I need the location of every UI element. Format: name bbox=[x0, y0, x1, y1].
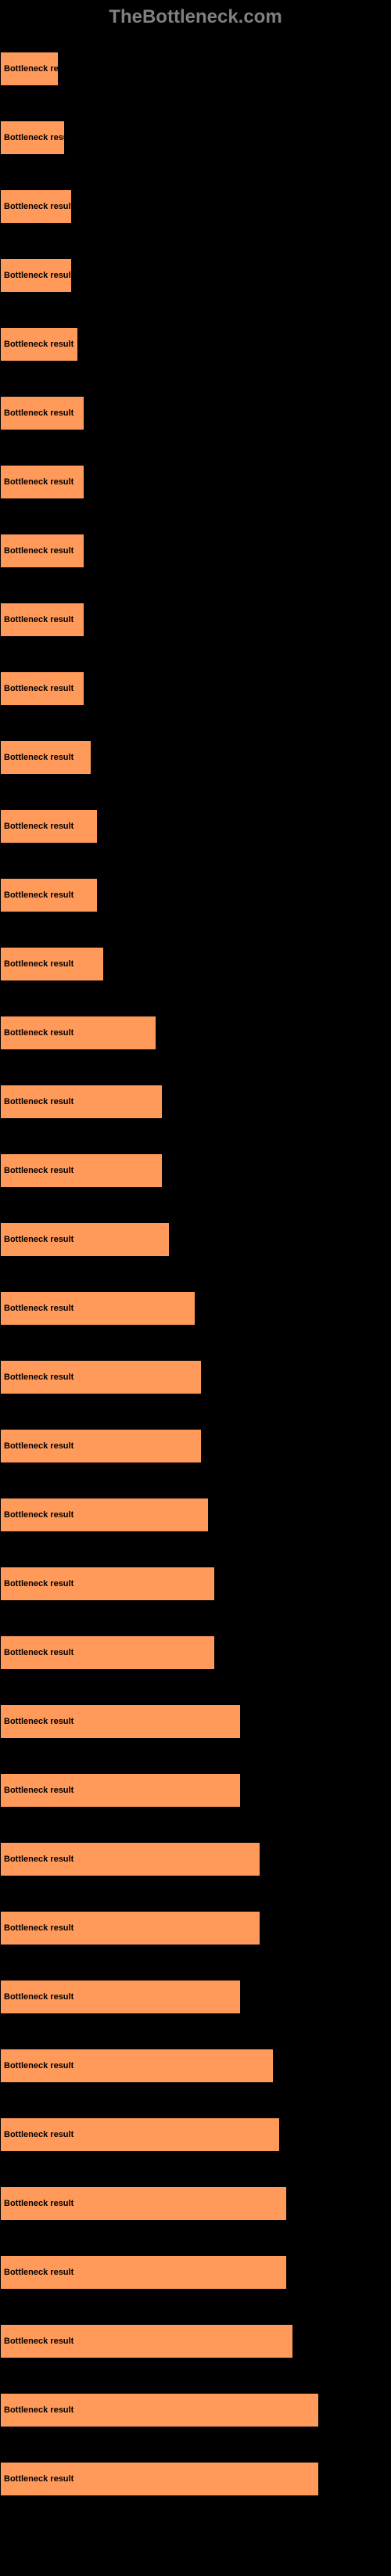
bar-value-label: 49 bbox=[324, 2405, 335, 2416]
bar-row: Bottleneck result bbox=[0, 1894, 391, 1963]
watermark-text: TheBottleneck.com bbox=[0, 0, 391, 34]
bar-row: Bottleneck result 49 bbox=[0, 2376, 391, 2445]
bar-row: Bottleneck result bbox=[0, 2031, 391, 2100]
bar-row: Bottleneck result bbox=[0, 792, 391, 861]
bar: Bottleneck result bbox=[0, 465, 84, 499]
bar: Bottleneck result bbox=[0, 671, 84, 706]
bar: Bottleneck result bbox=[0, 878, 98, 912]
bar: Bottleneck result bbox=[0, 947, 104, 981]
bar: Bottleneck result bbox=[0, 52, 59, 86]
bar: Bottleneck result bbox=[0, 534, 84, 568]
bar-row: Bottleneck result bbox=[0, 103, 391, 172]
bar-row: Bottleneck result 4 bbox=[0, 2169, 391, 2238]
bar: Bottleneck result bbox=[0, 1360, 202, 1394]
bar-row: Bottleneck result bbox=[0, 654, 391, 723]
bar: Bottleneck result bbox=[0, 1911, 260, 1945]
bar-row: Bottleneck result bbox=[0, 585, 391, 654]
bar-row: Bottleneck result bbox=[0, 241, 391, 310]
bar-chart: Bottleneck resultBottleneck resultBottle… bbox=[0, 34, 391, 2576]
bar-row: Bottleneck result bbox=[0, 34, 391, 103]
bar: Bottleneck result bbox=[0, 1085, 163, 1119]
bar-row: Bottleneck result bbox=[0, 861, 391, 930]
bar: Bottleneck result bbox=[0, 1498, 209, 1532]
bar: Bottleneck result bbox=[0, 1567, 215, 1601]
bar: Bottleneck result bbox=[0, 1704, 241, 1739]
bar-row: Bottleneck result 4 bbox=[0, 1825, 391, 1894]
bar-value-label: 4 bbox=[292, 2198, 297, 2210]
bar-row: Bottleneck result bbox=[0, 1136, 391, 1205]
bar-row: Bottleneck result bbox=[0, 723, 391, 792]
bar: Bottleneck result bbox=[0, 1153, 163, 1188]
bar-row: Bottleneck result bbox=[0, 310, 391, 379]
bar-row: Bottleneck result bbox=[0, 1412, 391, 1480]
bar-row: Bottleneck result bbox=[0, 1756, 391, 1825]
bar-row: Bottleneck result bbox=[0, 448, 391, 516]
bar-row: Bottleneck result bbox=[0, 1343, 391, 1412]
bar-row: Bottleneck result bbox=[0, 1963, 391, 2031]
bar: Bottleneck result bbox=[0, 2186, 287, 2221]
bar: Bottleneck result bbox=[0, 2049, 274, 2083]
bar: Bottleneck result bbox=[0, 1429, 202, 1463]
bar-row: Bottleneck result bbox=[0, 172, 391, 241]
bar-value-label: 4 bbox=[265, 1854, 271, 1865]
bar: Bottleneck result bbox=[0, 2462, 319, 2496]
bar-row: Bottleneck result bbox=[0, 930, 391, 998]
bar: Bottleneck result bbox=[0, 2393, 319, 2427]
bar-row: Bottleneck result 44 bbox=[0, 2238, 391, 2307]
bar-value-label: 45 bbox=[298, 2336, 309, 2348]
bar: Bottleneck result bbox=[0, 2255, 287, 2290]
bar: Bottleneck result bbox=[0, 603, 84, 637]
bar-row: Bottleneck result bbox=[0, 379, 391, 448]
bar-row: Bottleneck result bbox=[0, 1618, 391, 1687]
bar-row: Bottleneck result bbox=[0, 1067, 391, 1136]
bar: Bottleneck result bbox=[0, 2117, 280, 2152]
bar-value-label: 4 bbox=[324, 2473, 329, 2485]
bar: Bottleneck result bbox=[0, 809, 98, 844]
bar-row: Bottleneck result 45 bbox=[0, 2307, 391, 2376]
bar-row: Bottleneck result 4 bbox=[0, 2100, 391, 2169]
bar: Bottleneck result bbox=[0, 740, 91, 775]
bar: Bottleneck result bbox=[0, 1980, 241, 2014]
bar-value-label: 4 bbox=[285, 2129, 290, 2141]
bar: Bottleneck result bbox=[0, 1842, 260, 1876]
bar: Bottleneck result bbox=[0, 1016, 156, 1050]
bar: Bottleneck result bbox=[0, 1291, 196, 1326]
bar-row: Bottleneck result bbox=[0, 1687, 391, 1756]
bar-row: Bottleneck result bbox=[0, 516, 391, 585]
bar-row: Bottleneck result bbox=[0, 1549, 391, 1618]
bar: Bottleneck result bbox=[0, 2324, 293, 2358]
bar-row: Bottleneck result bbox=[0, 998, 391, 1067]
bar-row: Bottleneck result bbox=[0, 1205, 391, 1274]
bar: Bottleneck result bbox=[0, 121, 65, 155]
bar: Bottleneck result bbox=[0, 1773, 241, 1808]
bar: Bottleneck result bbox=[0, 327, 78, 362]
bar-row: Bottleneck result bbox=[0, 1480, 391, 1549]
bar: Bottleneck result bbox=[0, 1222, 170, 1257]
bar: Bottleneck result bbox=[0, 1635, 215, 1670]
bar: Bottleneck result bbox=[0, 189, 72, 224]
bar-value-label: 44 bbox=[292, 2267, 303, 2279]
bar: Bottleneck result bbox=[0, 258, 72, 293]
bar-row: Bottleneck result 4 bbox=[0, 2445, 391, 2513]
bar-row: Bottleneck result bbox=[0, 1274, 391, 1343]
bar: Bottleneck result bbox=[0, 396, 84, 430]
